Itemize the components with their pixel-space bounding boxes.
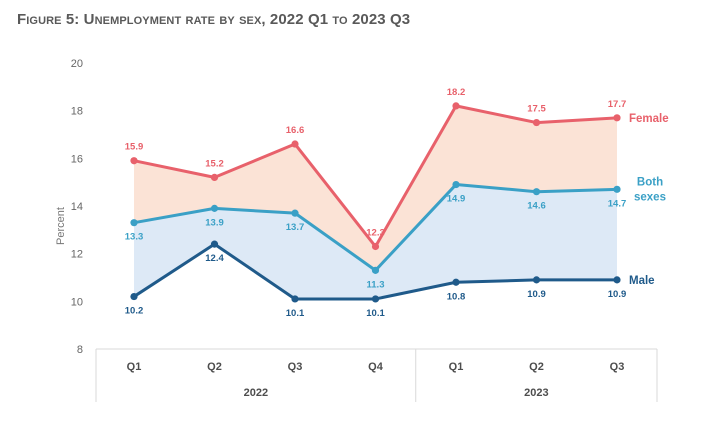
data-point-both (613, 185, 621, 193)
y-tick-label: 18 (71, 106, 83, 118)
data-point-male (210, 240, 219, 248)
data-label-female: 12.3 (366, 228, 385, 239)
x-tick-label: Q1 (449, 361, 464, 373)
series-label-female: Female (629, 113, 669, 125)
y-tick-label: 16 (71, 153, 83, 165)
data-point-male (371, 295, 380, 303)
data-label-female: 18.2 (447, 87, 466, 98)
series-label-both: Both sexes (634, 176, 666, 203)
data-point-both (210, 204, 219, 212)
data-point-both (291, 209, 299, 217)
data-point-male (291, 295, 299, 303)
x-tick-label: Q2 (529, 361, 544, 373)
band-female-both (134, 105, 617, 271)
data-point-both (371, 266, 380, 274)
data-point-female (613, 114, 621, 122)
data-label-both: 13.9 (205, 217, 224, 228)
x-tick-label: Q3 (610, 361, 625, 373)
data-label-male: 10.8 (447, 291, 466, 302)
y-axis-label: Percent (55, 207, 67, 245)
data-label-male: 12.4 (205, 253, 224, 264)
series-label-male: Male (629, 275, 655, 287)
data-point-female (210, 173, 219, 181)
data-labels: 15.9 15.2 16.6 12.3 18.2 17.5 17.7 13.3 13.9 13.7… (125, 87, 669, 319)
y-tick-label: 14 (71, 201, 83, 213)
data-point-both (452, 180, 460, 189)
data-label-both: 14.9 (447, 194, 466, 205)
y-tick-label: 10 (71, 296, 83, 308)
x-tick-label: Q3 (288, 361, 303, 373)
data-point-female (452, 102, 460, 110)
data-point-male (452, 278, 460, 286)
year-label: 2022 (244, 387, 268, 399)
data-label-male: 10.1 (366, 308, 385, 319)
y-tick-label: 8 (77, 344, 83, 356)
x-tick-label: Q1 (127, 361, 142, 373)
data-point-male (613, 276, 621, 284)
data-label-female: 15.2 (205, 158, 224, 169)
data-label-both: 14.7 (608, 198, 627, 209)
year-label: 2023 (524, 387, 548, 399)
y-tick-label: 20 (71, 58, 83, 70)
axes: 8 10 12 14 16 18 20 Percent 2022 2023 Q1 Q2 Q3 Q4 Q1 Q2… (55, 58, 658, 402)
data-point-both (130, 219, 138, 227)
data-label-male: 10.1 (286, 308, 305, 319)
data-label-female: 15.9 (125, 142, 144, 153)
data-point-male (130, 292, 138, 301)
series-lines (130, 102, 621, 303)
data-point-female (291, 140, 299, 148)
x-tick-label: Q2 (207, 361, 222, 373)
data-point-male (532, 276, 541, 284)
data-point-female (371, 242, 380, 251)
data-label-female: 16.6 (286, 125, 305, 136)
data-label-male: 10.9 (527, 289, 546, 300)
data-point-female (532, 118, 541, 127)
data-point-both (532, 188, 541, 196)
x-tick-label: Q4 (368, 361, 384, 373)
data-label-both: 13.3 (125, 232, 144, 243)
data-label-both: 14.6 (527, 201, 546, 212)
data-label-both: 11.3 (367, 279, 385, 290)
data-label-male: 10.9 (608, 289, 627, 300)
chart-title: Figure 5: Unemployment rate by sex, 2022… (17, 11, 411, 28)
data-label-female: 17.7 (608, 99, 627, 110)
y-tick-label: 12 (71, 249, 83, 261)
data-label-male: 10.2 (125, 306, 144, 317)
data-label-both: 13.7 (286, 222, 305, 233)
data-point-female (130, 157, 138, 165)
data-label-female: 17.5 (527, 104, 546, 115)
